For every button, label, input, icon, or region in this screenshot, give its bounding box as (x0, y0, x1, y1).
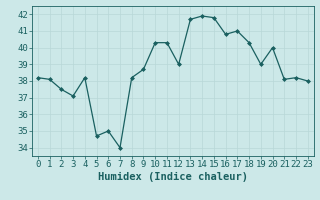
X-axis label: Humidex (Indice chaleur): Humidex (Indice chaleur) (98, 172, 248, 182)
